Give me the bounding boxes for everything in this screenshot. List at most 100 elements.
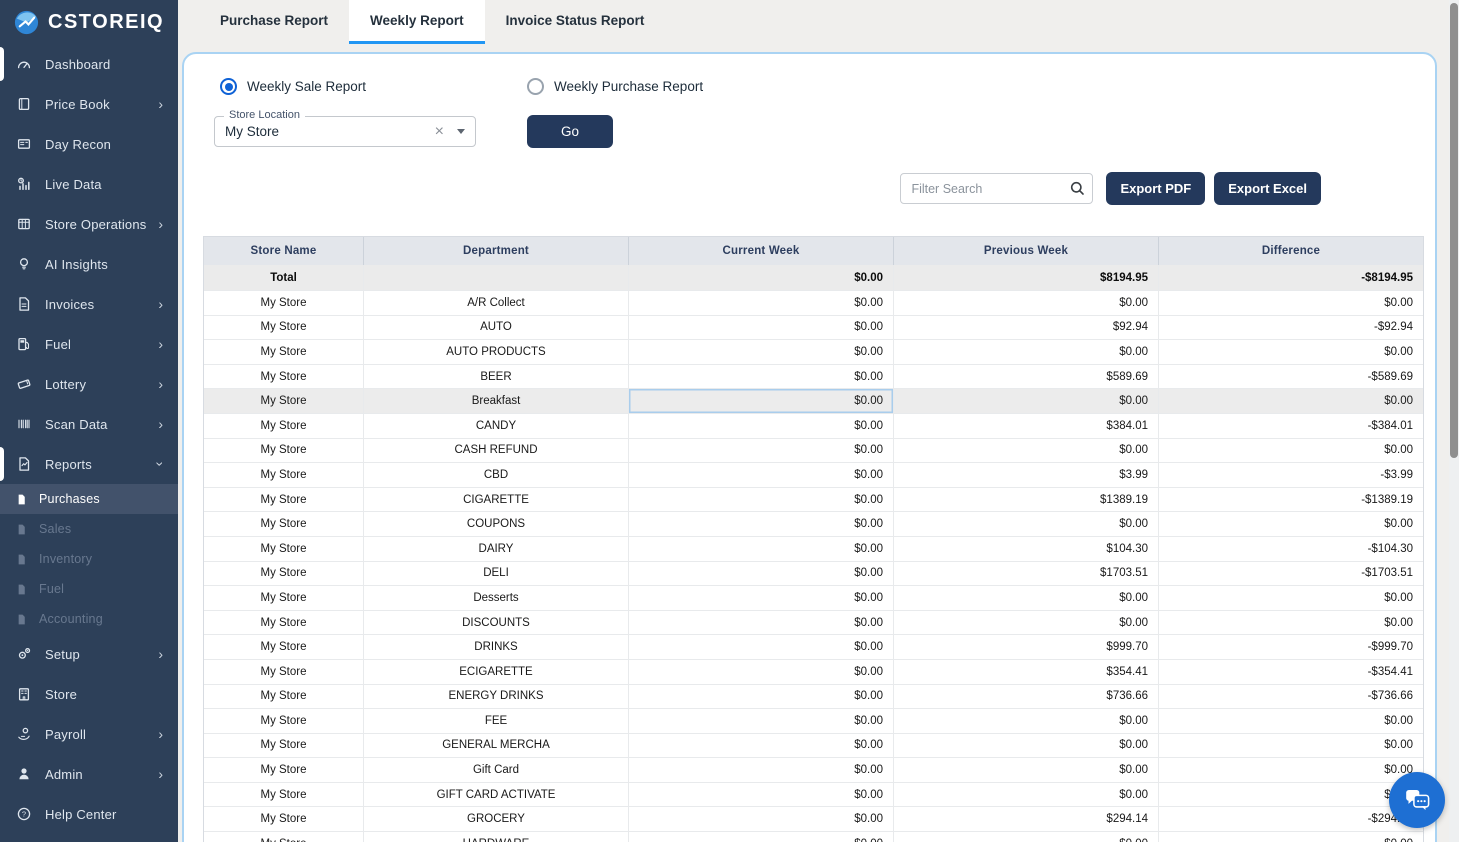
column-header-department[interactable]: Department	[364, 237, 629, 265]
radio-weekly-sale-report[interactable]: Weekly Sale Report	[220, 78, 527, 95]
tab-weekly-report[interactable]: Weekly Report	[349, 0, 485, 44]
sidebar-item-fuel[interactable]: Fuel	[0, 574, 178, 604]
table-row[interactable]: My Store DISCOUNTS $0.00 $0.00 $0.00	[204, 610, 1423, 636]
cell-department: FEE	[364, 709, 629, 733]
table-row[interactable]: My Store Desserts $0.00 $0.00 $0.00	[204, 586, 1423, 611]
table-row[interactable]: My Store COUPONS $0.00 $0.00 $0.00	[204, 512, 1423, 537]
cell-previous-week: $0.00	[894, 758, 1159, 782]
cell-previous-week: $0.00	[894, 586, 1159, 610]
table-row[interactable]: My StoreHARDWARE$0.00$0.00$0.00	[204, 832, 1423, 842]
table-row[interactable]: My Store ENERGY DRINKS $0.00 $736.66 -$736.6…	[204, 684, 1423, 710]
table-row[interactable]: My Store GROCERY $0.00 $294.14 -$294.14	[204, 807, 1423, 833]
table-row[interactable]: My Store AUTO $0.00 $92.94 -$92.94	[204, 315, 1423, 341]
sidebar-item-accounting[interactable]: Accounting	[0, 604, 178, 634]
table-row[interactable]: My Store CASH REFUND $0.00 $0.00 $0.00	[204, 438, 1423, 464]
radio-selected-icon[interactable]	[220, 78, 237, 95]
chevron-down-icon[interactable]	[457, 129, 465, 134]
cell-previous-week: $0.00	[894, 782, 1159, 807]
payroll-hand-icon	[16, 726, 34, 742]
table-row[interactable]: My Store CANDY $0.00 $384.01 -$384.01	[204, 413, 1423, 439]
chevron-right-icon: ›	[158, 216, 163, 232]
cell-department: COUPONS	[364, 512, 629, 536]
page-scrollbar[interactable]	[1449, 0, 1459, 842]
column-header-store-name[interactable]: Store Name	[204, 237, 364, 265]
sidebar-item-admin[interactable]: Admin ›	[0, 754, 178, 794]
cell-department: BEER	[364, 364, 629, 389]
cell-current-week: $0.00	[629, 512, 894, 536]
table-row[interactable]: My Store A/R Collect $0.00 $0.00 $0.00	[204, 291, 1423, 316]
export-excel-button[interactable]: Export Excel	[1214, 172, 1321, 205]
cell-department: DAIRY	[364, 536, 629, 561]
sidebar-item-scan-data[interactable]: Scan Data ›	[0, 404, 178, 444]
report-type-radio-group: Weekly Sale Report Weekly Purchase Repor…	[220, 78, 1424, 95]
go-button[interactable]: Go	[527, 115, 613, 148]
sidebar-item-ai-insights[interactable]: AI Insights	[0, 244, 178, 284]
cell-current-week: $0.00	[629, 610, 894, 635]
radio-unselected-icon[interactable]	[527, 78, 544, 95]
table-row[interactable]: My Store CBD $0.00 $3.99 -$3.99	[204, 463, 1423, 488]
table-row[interactable]: My Store ECIGARETTE $0.00 $354.41 -$354.41	[204, 659, 1423, 685]
cell-store-name: My Store	[204, 340, 364, 364]
tab-invoice-status-report[interactable]: Invoice Status Report	[505, 13, 645, 28]
sidebar-item-label: Reports	[45, 456, 92, 472]
cell-difference: -$104.30	[1367, 542, 1413, 555]
table-row[interactable]: My Store AUTO PRODUCTS $0.00 $0.00 $0.00	[204, 340, 1423, 365]
table-row[interactable]: My Store BEER $0.00 $589.69 -$589.69	[204, 364, 1423, 390]
cell-difference: -$999.70	[1367, 641, 1413, 654]
column-header-difference[interactable]: Difference	[1261, 245, 1321, 257]
sidebar-item-purchases[interactable]: Purchases	[0, 484, 178, 514]
sidebar-item-inventory[interactable]: Inventory	[0, 544, 178, 574]
invoices-document-icon	[16, 296, 34, 312]
table-row[interactable]: My Store DAIRY $0.00 $104.30 -$104.30	[204, 536, 1423, 562]
sidebar-item-invoices[interactable]: Invoices ›	[0, 284, 178, 324]
search-icon[interactable]	[1070, 181, 1085, 196]
cell-department: GENERAL MERCHA	[364, 733, 629, 758]
sidebar-item-live-data[interactable]: Live Data	[0, 164, 178, 204]
sidebar-item-payroll[interactable]: Payroll ›	[0, 714, 178, 754]
cell-difference: -$736.66	[1367, 690, 1413, 703]
cell-current-week: $0.00	[629, 438, 894, 463]
table-row[interactable]: My Store FEE $0.00 $0.00 $0.00	[204, 709, 1423, 734]
cell-previous-week: $589.69	[894, 364, 1159, 389]
column-header-current-week[interactable]: Current Week	[629, 237, 894, 265]
table-row[interactable]: My Store CIGARETTE $0.00 $1389.19 -$1389.19	[204, 487, 1423, 513]
table-row[interactable]: My Store DRINKS $0.00 $999.70 -$999.70	[204, 635, 1423, 660]
export-pdf-button[interactable]: Export PDF	[1106, 172, 1206, 205]
sidebar-item-day-recon[interactable]: Day Recon	[0, 124, 178, 164]
radio-weekly-purchase-report[interactable]: Weekly Purchase Report	[527, 78, 703, 95]
cell-store-name: My Store	[204, 463, 364, 487]
cell-department: DRINKS	[364, 635, 629, 659]
column-header-previous-week[interactable]: Previous Week	[894, 237, 1159, 265]
cell-store-name: My Store	[204, 561, 364, 586]
table-toolbar: Export PDF Export Excel	[203, 172, 1321, 205]
clear-selection-icon[interactable]: ×	[434, 122, 444, 140]
cell-current-week: $0.00	[629, 586, 894, 610]
scrollbar-thumb[interactable]	[1450, 3, 1458, 458]
brand-logo[interactable]: CSTOREIQ	[0, 0, 178, 44]
table-row[interactable]: My Store Gift Card $0.00 $0.00 $0.00	[204, 758, 1423, 783]
sidebar-item-label: Help Center	[45, 806, 117, 822]
cell-difference: -$354.41	[1367, 665, 1413, 678]
sidebar-item-setup[interactable]: Setup ›	[0, 634, 178, 674]
table-row[interactable]: My Store DELI $0.00 $1703.51 -$1703.51	[204, 561, 1423, 587]
sidebar-item-store[interactable]: Store	[0, 674, 178, 714]
table-row[interactable]: My Store Breakfast $0.00 $0.00 $0.00	[204, 389, 1423, 414]
sidebar-item-reports[interactable]: Reports ›	[0, 444, 178, 484]
sidebar-item-dashboard[interactable]: Dashboard	[0, 44, 178, 84]
store-location-select[interactable]: Store Location My Store ×	[214, 109, 476, 147]
sidebar-item-sales[interactable]: Sales	[0, 514, 178, 544]
sidebar-item-store-operations[interactable]: Store Operations ›	[0, 204, 178, 244]
table-row[interactable]: My Store GENERAL MERCHA $0.00 $0.00 $0.00	[204, 733, 1423, 759]
sidebar-item-help-center[interactable]: ? Help Center	[0, 794, 178, 834]
filter-search-input[interactable]	[900, 173, 1094, 204]
sidebar-item-lottery[interactable]: Lottery ›	[0, 364, 178, 404]
cell-department: Breakfast	[364, 389, 629, 413]
sidebar-item-price-book[interactable]: Price Book ›	[0, 84, 178, 124]
cell-department: DISCOUNTS	[364, 610, 629, 635]
tab-purchase-report[interactable]: Purchase Report	[220, 13, 329, 28]
sidebar-item-label: Fuel	[39, 582, 65, 596]
chat-widget-button[interactable]	[1389, 772, 1445, 828]
cell-department: GROCERY	[364, 807, 629, 832]
sidebar-item-fuel[interactable]: Fuel ›	[0, 324, 178, 364]
